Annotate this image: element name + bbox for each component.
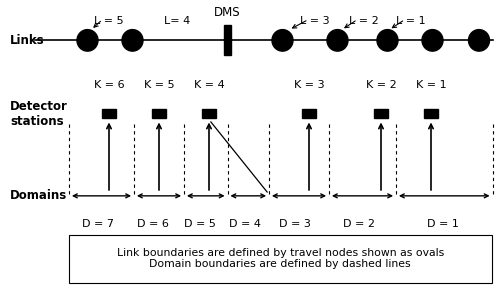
Text: Link boundaries are defined by travel nodes shown as ovals
Domain boundaries are: Link boundaries are defined by travel no… xyxy=(116,248,444,269)
Text: Domains: Domains xyxy=(10,189,67,202)
Text: K = 4: K = 4 xyxy=(194,80,224,90)
Text: D = 6: D = 6 xyxy=(136,219,168,229)
Bar xyxy=(374,109,388,118)
Text: D = 4: D = 4 xyxy=(229,219,261,229)
Bar xyxy=(424,109,438,118)
Ellipse shape xyxy=(272,30,293,51)
Text: K = 5: K = 5 xyxy=(144,80,174,90)
Bar xyxy=(302,109,316,118)
Bar xyxy=(224,25,231,55)
Text: L = 5: L = 5 xyxy=(94,16,124,26)
Text: K = 6: K = 6 xyxy=(94,80,124,90)
Bar xyxy=(102,109,116,118)
Text: Links: Links xyxy=(10,34,44,47)
Text: L = 2: L = 2 xyxy=(349,16,379,26)
Text: D = 3: D = 3 xyxy=(279,219,311,229)
Text: Detector
stations: Detector stations xyxy=(10,100,68,128)
Ellipse shape xyxy=(122,30,143,51)
Text: L= 4: L= 4 xyxy=(164,16,190,26)
Ellipse shape xyxy=(327,30,348,51)
Text: D = 5: D = 5 xyxy=(184,219,216,229)
Text: D = 7: D = 7 xyxy=(82,219,114,229)
Text: DMS: DMS xyxy=(214,7,241,19)
Ellipse shape xyxy=(77,30,98,51)
Bar xyxy=(202,109,216,118)
Text: K = 1: K = 1 xyxy=(416,80,446,90)
Bar xyxy=(152,109,166,118)
Text: K = 3: K = 3 xyxy=(294,80,324,90)
Text: L = 3: L = 3 xyxy=(300,16,330,26)
Ellipse shape xyxy=(422,30,443,51)
Text: K = 2: K = 2 xyxy=(366,80,396,90)
Text: L = 1: L = 1 xyxy=(396,16,426,26)
Ellipse shape xyxy=(377,30,398,51)
Text: D = 2: D = 2 xyxy=(343,219,375,229)
Bar xyxy=(69,235,492,283)
Ellipse shape xyxy=(468,30,489,51)
Text: D = 1: D = 1 xyxy=(426,219,458,229)
